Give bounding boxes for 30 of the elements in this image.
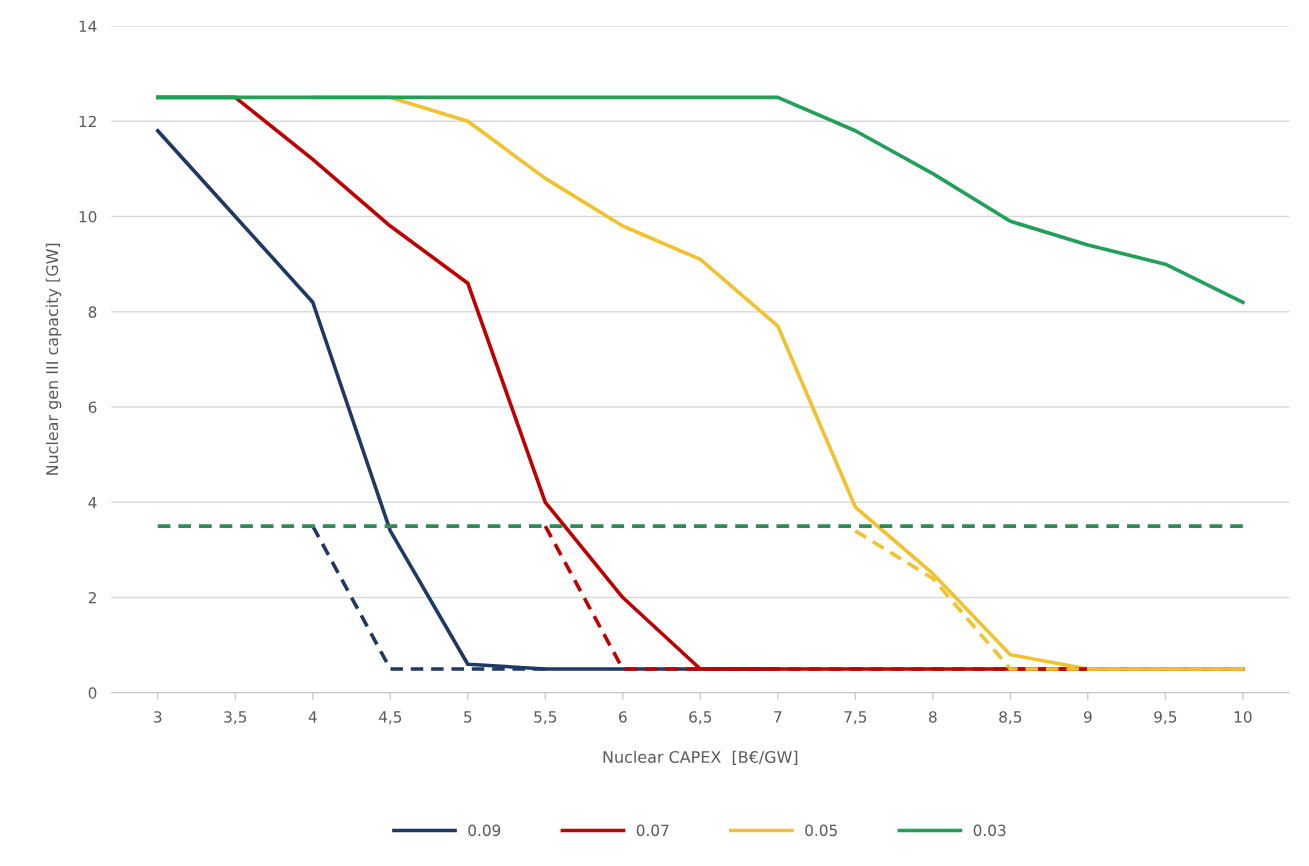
legend-label: 0.03	[973, 824, 1006, 837]
x-tick-label: 9,5	[1154, 711, 1177, 725]
y-tick-label: 4	[88, 496, 97, 509]
legend-label: 0.09	[468, 824, 501, 837]
x-tick-label: 6,5	[689, 711, 712, 725]
y-tick-label: 6	[88, 401, 97, 414]
x-tick-label: 3,5	[224, 711, 247, 725]
legend-label: 0.07	[636, 824, 669, 837]
x-tick-label: 8,5	[999, 711, 1022, 725]
y-tick-label: 0	[88, 687, 97, 699]
x-tick-label: 9	[1083, 711, 1092, 723]
x-tick-label: 5,5	[534, 711, 557, 725]
x-tick-label: 7,5	[844, 711, 867, 725]
x-axis-title: Nuclear CAPEX [B€/GW]	[603, 750, 798, 765]
x-tick-label: 10	[1234, 711, 1252, 723]
x-tick-label: 3	[154, 711, 162, 723]
x-tick-label: 5	[464, 711, 472, 723]
x-tick-label: 7	[774, 711, 782, 723]
x-tick-label: 8	[929, 711, 937, 723]
y-tick-label: 14	[79, 20, 97, 32]
x-tick-label: 6	[619, 711, 627, 723]
y-tick-label: 8	[88, 306, 97, 318]
x-tick-label: 4,5	[378, 711, 402, 725]
y-tick-label: 2	[88, 592, 96, 604]
y-axis-title: Nuclear gen III capacity [GW]	[45, 243, 62, 475]
y-tick-label: 12	[79, 115, 96, 128]
x-tick-label: 4	[308, 711, 317, 723]
y-tick-label: 10	[79, 210, 97, 223]
line-series	[155, 95, 1245, 305]
legend-label: 0.05	[805, 824, 837, 837]
